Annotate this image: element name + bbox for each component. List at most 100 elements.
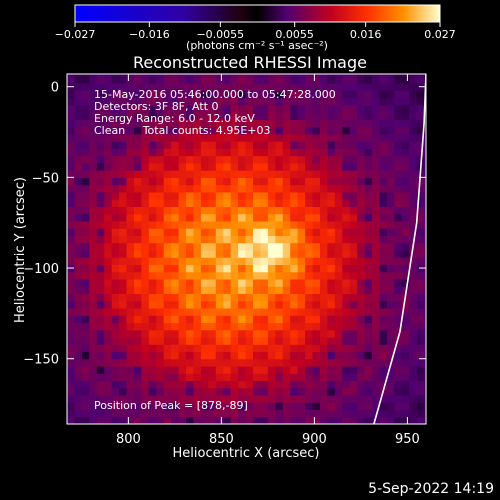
heatmap-cell bbox=[409, 402, 418, 411]
heatmap-cell bbox=[372, 322, 381, 331]
heatmap-cell bbox=[156, 75, 165, 84]
heatmap-cell bbox=[215, 249, 224, 258]
heatmap-cell bbox=[394, 133, 403, 142]
heatmap-cell bbox=[357, 148, 366, 157]
heatmap-cell bbox=[327, 148, 336, 157]
heatmap-cell bbox=[372, 257, 381, 266]
heatmap-cell bbox=[416, 307, 425, 316]
heatmap-cell bbox=[96, 220, 105, 229]
heatmap-cell bbox=[96, 75, 105, 84]
heatmap-cell bbox=[104, 416, 113, 424]
heatmap-cell bbox=[364, 394, 373, 403]
heatmap-cell bbox=[424, 220, 426, 229]
heatmap-cell bbox=[148, 242, 157, 251]
heatmap-cell bbox=[141, 170, 150, 178]
heatmap-cell bbox=[238, 336, 247, 345]
heatmap-cell bbox=[394, 213, 403, 222]
heatmap-cell bbox=[111, 112, 120, 120]
heatmap-cell bbox=[416, 300, 425, 309]
heatmap-cell bbox=[148, 213, 157, 222]
heatmap-cell bbox=[96, 199, 105, 207]
heatmap-cell bbox=[156, 336, 165, 345]
heatmap-cell bbox=[394, 199, 403, 207]
heatmap-cell bbox=[238, 126, 247, 135]
heatmap-cell bbox=[215, 90, 224, 99]
heatmap-cell bbox=[349, 235, 358, 244]
heatmap-cell bbox=[327, 141, 336, 149]
heatmap-cell bbox=[305, 365, 314, 374]
heatmap-cell bbox=[253, 409, 262, 418]
heatmap-cell bbox=[215, 271, 224, 280]
heatmap-cell bbox=[193, 387, 202, 396]
heatmap-cell bbox=[178, 170, 187, 178]
heatmap-cell bbox=[163, 199, 172, 207]
heatmap-cell bbox=[364, 278, 373, 287]
heatmap-cell bbox=[282, 365, 291, 374]
heatmap-cell bbox=[223, 141, 232, 149]
heatmap-cell bbox=[416, 358, 425, 367]
heatmap-cell bbox=[327, 402, 336, 411]
heatmap-cell bbox=[81, 329, 90, 338]
heatmap-cell bbox=[424, 191, 426, 200]
heatmap-cell bbox=[67, 177, 76, 186]
heatmap-cell bbox=[394, 315, 403, 324]
heatmap-cell bbox=[357, 162, 366, 171]
heatmap-cell bbox=[238, 228, 247, 236]
heatmap-cell bbox=[260, 409, 269, 418]
heatmap-cell bbox=[290, 97, 299, 106]
heatmap-cell bbox=[81, 365, 90, 374]
heatmap-cell bbox=[409, 344, 418, 353]
heatmap-cell bbox=[267, 351, 276, 360]
heatmap-cell bbox=[305, 148, 314, 157]
heatmap-cell bbox=[223, 170, 232, 178]
heatmap-cell bbox=[215, 184, 224, 193]
heatmap-cell bbox=[372, 300, 381, 309]
heatmap-cell bbox=[111, 380, 120, 389]
heatmap-cell bbox=[312, 235, 321, 244]
heatmap-cell bbox=[327, 257, 336, 266]
heatmap-cell bbox=[193, 74, 202, 77]
heatmap-cell bbox=[267, 83, 276, 91]
heatmap-cell bbox=[245, 184, 254, 193]
heatmap-cell bbox=[141, 220, 150, 229]
heatmap-cell bbox=[290, 249, 299, 258]
heatmap-cell bbox=[379, 119, 388, 128]
heatmap-cell bbox=[200, 257, 209, 266]
heatmap-cell bbox=[104, 220, 113, 229]
heatmap-cell bbox=[282, 307, 291, 316]
heatmap-cell bbox=[312, 75, 321, 84]
heatmap-cell bbox=[215, 213, 224, 222]
heatmap-cell bbox=[67, 170, 76, 178]
heatmap-cell bbox=[267, 373, 276, 382]
heatmap-cell bbox=[238, 264, 247, 273]
heatmap-cell bbox=[297, 257, 306, 266]
heatmap-cell bbox=[163, 293, 172, 302]
heatmap-cell bbox=[312, 177, 321, 186]
heatmap-cell bbox=[282, 351, 291, 360]
heatmap-cell bbox=[230, 90, 239, 99]
heatmap-cell bbox=[349, 351, 358, 360]
heatmap-cell bbox=[156, 373, 165, 382]
heatmap-cell bbox=[364, 336, 373, 345]
heatmap-cell bbox=[327, 213, 336, 222]
heatmap-cell bbox=[208, 242, 217, 251]
heatmap-cell bbox=[215, 351, 224, 360]
heatmap-cell bbox=[379, 365, 388, 374]
heatmap-cell bbox=[416, 75, 425, 84]
heatmap-cell bbox=[379, 336, 388, 345]
heatmap-cell bbox=[386, 387, 395, 396]
heatmap-cell bbox=[111, 257, 120, 266]
heatmap-cell bbox=[156, 184, 165, 193]
heatmap-cell bbox=[253, 112, 262, 120]
heatmap-cell bbox=[230, 133, 239, 142]
heatmap-cell bbox=[319, 191, 329, 200]
heatmap-cell bbox=[267, 293, 276, 302]
heatmap-cell bbox=[141, 286, 150, 295]
heatmap-cell bbox=[290, 83, 299, 91]
heatmap-cell bbox=[126, 329, 135, 338]
heatmap-cell bbox=[275, 365, 284, 374]
heatmap-cell bbox=[200, 380, 209, 389]
heatmap-cell bbox=[163, 220, 172, 229]
heatmap-cell bbox=[364, 271, 373, 280]
heatmap-cell bbox=[67, 365, 76, 374]
